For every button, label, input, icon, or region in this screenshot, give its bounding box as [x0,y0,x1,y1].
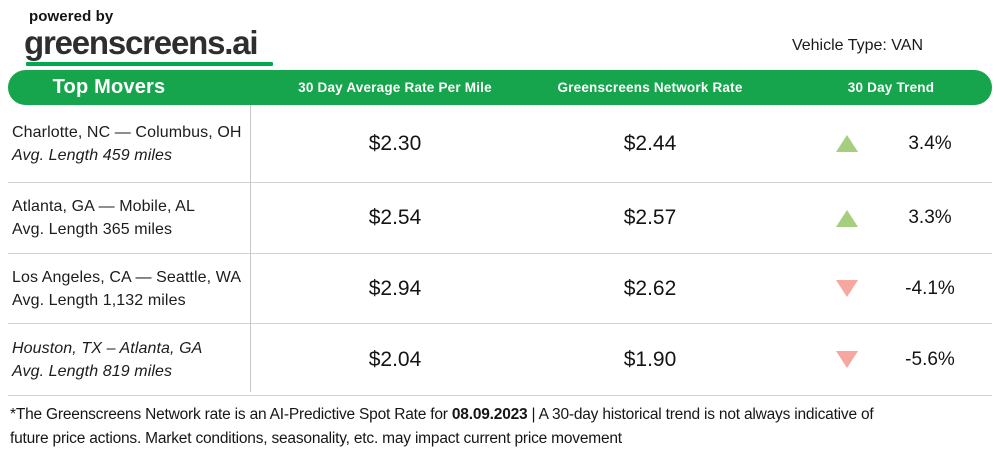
footnote-line1: *The Greenscreens Network rate is an AI-… [10,403,874,427]
trend-down-icon [836,280,858,297]
lane-avg-length: Avg. Length 459 miles [12,146,173,164]
trend-up-icon [836,135,858,152]
trend-down-icon [836,351,858,368]
network-rate-value: $2.44 [623,131,677,155]
trend-percent: 3.3% [908,207,952,228]
lane-avg-length: Avg. Length 365 miles [12,221,173,238]
powered-by-text: powered by [29,8,114,25]
avg-rate-value: $2.04 [368,347,422,371]
table-body: Charlotte, NC — Columbus, OH Avg. Length… [8,105,992,396]
lane-cell: Atlanta, GA — Mobile, AL Avg. Length 365… [8,195,250,241]
footnote: *The Greenscreens Network rate is an AI-… [10,403,874,450]
table-row: Charlotte, NC — Columbus, OH Avg. Length… [8,105,992,183]
brand-name: greenscreens.ai [24,24,259,61]
column-header-network-rate: Greenscreens Network Rate [557,80,743,95]
trend-cell: 3.3% [760,207,992,229]
avg-rate-value: $2.54 [368,206,422,229]
trend-cell: 3.4% [760,133,992,155]
trend-percent: 3.4% [908,132,952,154]
avg-rate-value: $2.94 [368,276,422,300]
network-rate-value: $2.57 [623,206,677,229]
network-rate-value: $1.90 [623,347,677,371]
vehicle-type-label: Vehicle Type: VAN [791,37,923,54]
trend-percent: -4.1% [905,277,955,299]
column-header-trend: 30 Day Trend [847,80,935,95]
table-title: Top Movers [52,76,166,98]
lane-route: Houston, TX – Atlanta, GA [12,339,203,357]
lane-cell: Los Angeles, CA — Seattle, WA Avg. Lengt… [8,266,250,312]
footnote-text-after: | A 30-day historical trend is not alway… [527,406,874,423]
lane-route: Charlotte, NC — Columbus, OH [12,123,242,141]
lane-route: Los Angeles, CA — Seattle, WA [12,268,242,286]
table-header-bar: Top Movers 30 Day Average Rate Per Mile … [8,70,992,105]
brand-underline [26,61,273,66]
trend-percent: -5.6% [905,348,955,370]
brand-logo: powered by greenscreens.ai [24,8,273,66]
table-row: Atlanta, GA — Mobile, AL Avg. Length 365… [8,183,992,254]
trend-up-icon [836,209,858,227]
footnote-line2: future price actions. Market conditions,… [10,429,622,447]
lane-cell: Charlotte, NC — Columbus, OH Avg. Length… [8,121,250,167]
lane-avg-length: Avg. Length 1,132 miles [12,291,186,309]
footnote-date: 08.09.2023 [451,406,528,423]
network-rate-value: $2.62 [623,276,677,300]
lane-avg-length: Avg. Length 819 miles [12,362,173,380]
lane-route: Atlanta, GA — Mobile, AL [12,198,195,215]
trend-cell: -5.6% [760,349,992,371]
column-header-avg-rate: 30 Day Average Rate Per Mile [298,80,492,95]
table-row: Los Angeles, CA — Seattle, WA Avg. Lengt… [8,254,992,324]
table-row: Houston, TX – Atlanta, GA Avg. Length 81… [8,324,992,396]
trend-cell: -4.1% [760,278,992,300]
lane-cell: Houston, TX – Atlanta, GA Avg. Length 81… [8,337,250,383]
footnote-text-prefix: *The Greenscreens Network rate is an AI-… [10,406,452,423]
avg-rate-value: $2.30 [368,131,422,155]
